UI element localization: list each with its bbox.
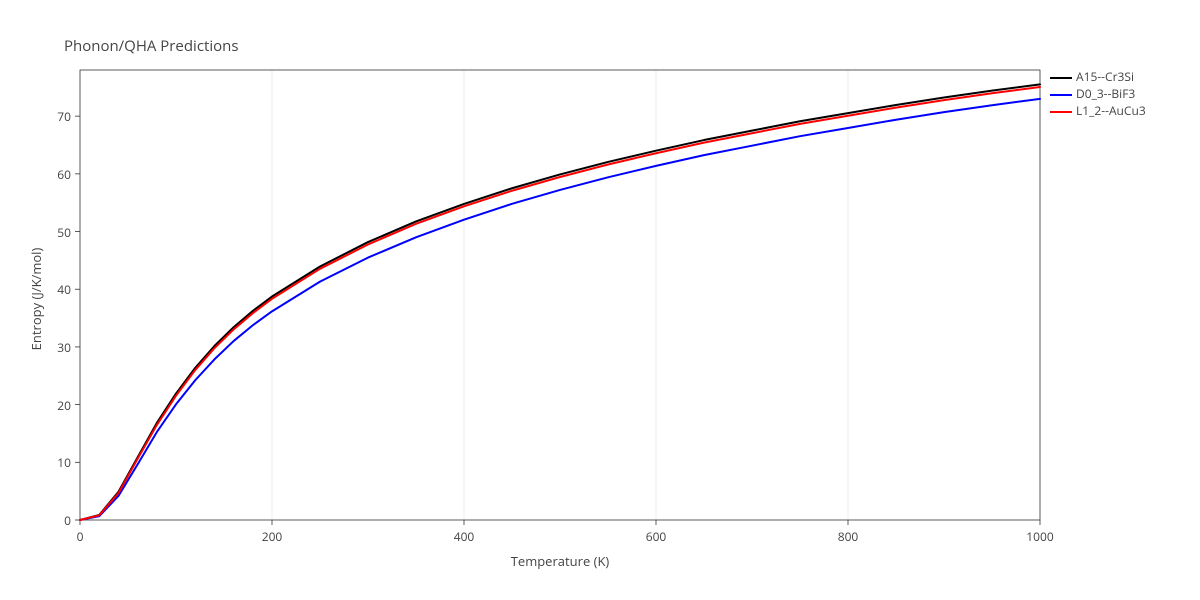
legend-swatch xyxy=(1050,77,1072,79)
plot-area xyxy=(0,0,1200,600)
legend-swatch xyxy=(1050,94,1072,96)
x-tick-label: 400 xyxy=(444,528,484,545)
y-tick-label: 0 xyxy=(35,512,71,529)
y-tick-label: 10 xyxy=(35,454,71,471)
legend-item[interactable]: L1_2--AuCu3 xyxy=(1050,104,1146,120)
legend-label: L1_2--AuCu3 xyxy=(1076,102,1146,119)
x-tick-label: 200 xyxy=(252,528,292,545)
x-tick-label: 0 xyxy=(60,528,100,545)
legend-label: A15--Cr3Si xyxy=(1076,68,1134,85)
y-tick-label: 30 xyxy=(35,339,71,356)
x-tick-label: 1000 xyxy=(1020,528,1060,545)
legend-label: D0_3--BiF3 xyxy=(1076,85,1135,102)
x-tick-label: 600 xyxy=(636,528,676,545)
chart-container: { "chart": { "type": "line", "title": "P… xyxy=(0,0,1200,600)
y-tick-label: 20 xyxy=(35,397,71,414)
y-tick-label: 40 xyxy=(35,281,71,298)
legend-swatch xyxy=(1050,111,1072,113)
y-tick-label: 50 xyxy=(35,224,71,241)
y-tick-label: 60 xyxy=(35,166,71,183)
y-tick-label: 70 xyxy=(35,108,71,125)
legend-item[interactable]: A15--Cr3Si xyxy=(1050,70,1134,86)
legend-item[interactable]: D0_3--BiF3 xyxy=(1050,87,1135,103)
x-axis-label: Temperature (K) xyxy=(0,552,1120,570)
x-tick-label: 800 xyxy=(828,528,868,545)
